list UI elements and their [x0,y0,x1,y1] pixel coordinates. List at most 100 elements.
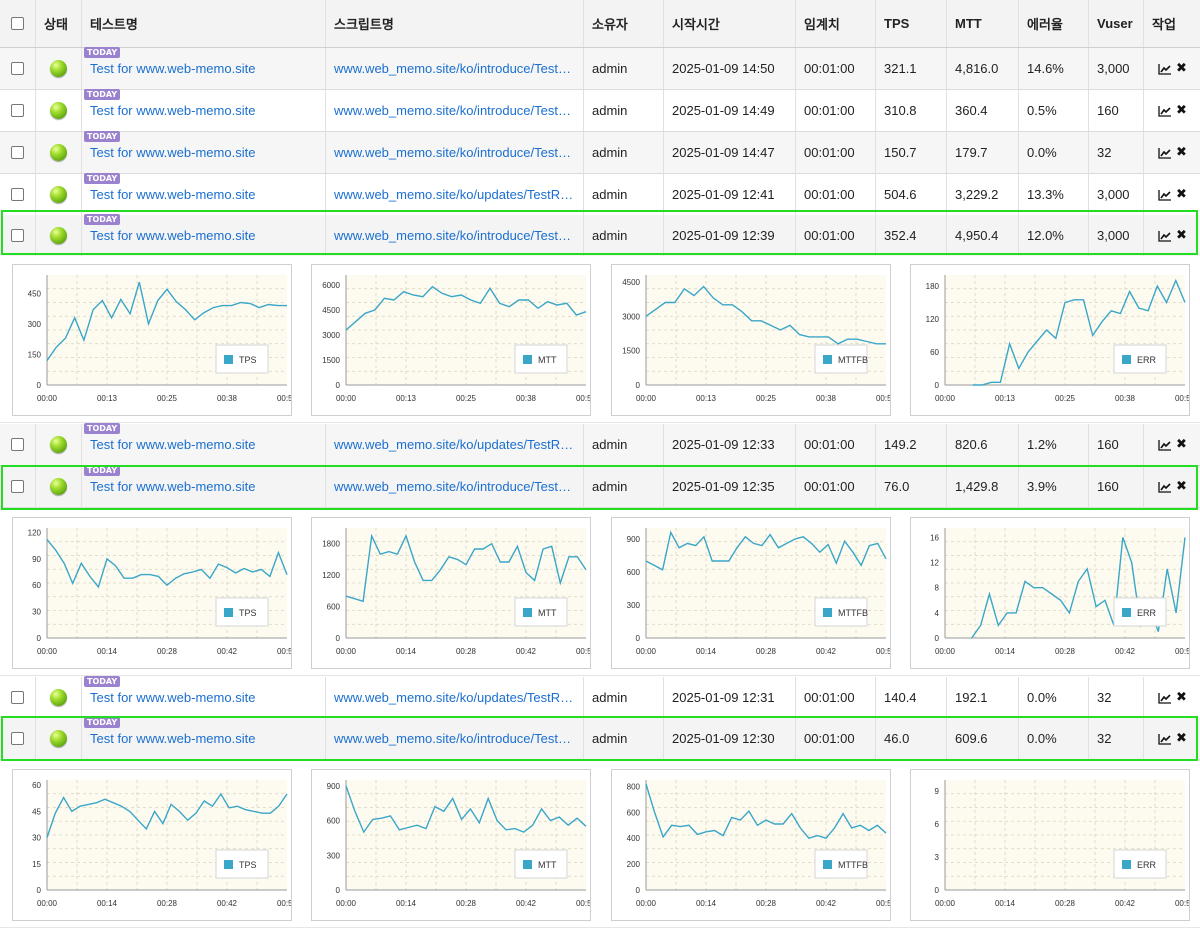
row-checkbox[interactable] [11,480,24,493]
test-name-link[interactable]: Test for www.web-memo.site [90,690,256,705]
tps-cell: 149.2 [876,424,947,465]
close-icon[interactable]: ✖ [1176,145,1187,160]
header-test-name[interactable]: 테스트명 [82,0,326,47]
header-error-rate[interactable]: 에러율 [1019,0,1089,47]
owner-cell: admin [584,215,664,256]
line-chart-icon[interactable] [1158,147,1172,159]
script-link[interactable]: www.web_memo.site/ko/introduce/TestRu... [334,228,574,243]
start-time-cell: 2025-01-09 14:47 [664,132,796,173]
close-icon[interactable]: ✖ [1176,690,1187,705]
x-tick-label: 00:25 [756,394,777,403]
line-chart-icon[interactable] [1158,63,1172,75]
close-icon[interactable]: ✖ [1176,61,1187,76]
error-rate-cell: 0.0% [1019,718,1089,759]
table-row[interactable]: TODAY Test for www.web-memo.site www.web… [0,676,1200,719]
script-cell: www.web_memo.site/ko/introduce/TestRu... [326,466,584,507]
header-threshold[interactable]: 임계치 [796,0,876,47]
row-checkbox[interactable] [11,732,24,745]
legend-label: MTT [538,608,557,618]
header-mtt[interactable]: MTT [947,0,1019,47]
test-name-link[interactable]: Test for www.web-memo.site [90,103,256,118]
close-icon[interactable]: ✖ [1176,228,1187,243]
legend-label: MTT [538,355,557,365]
legend-swatch [823,608,832,617]
header-owner[interactable]: 소유자 [584,0,664,47]
x-tick-label: 00:00 [636,899,657,908]
script-link[interactable]: www.web_memo.site/ko/introduce/TestRu... [334,731,574,746]
row-checkbox[interactable] [11,438,24,451]
header-start-time[interactable]: 시작시간 [664,0,796,47]
legend-label: ERR [1137,860,1157,870]
line-chart-icon[interactable] [1158,692,1172,704]
status-cell [36,174,82,215]
row-checkbox[interactable] [11,146,24,159]
line-chart-icon[interactable] [1158,439,1172,451]
y-tick-label: 0 [37,634,42,643]
start-time-cell: 2025-01-09 14:49 [664,90,796,131]
table-row[interactable]: TODAY Test for www.web-memo.site www.web… [0,47,1200,90]
line-chart: 0 15 30 45 60 00:00 00:14 00:28 00:42 00:56 TPS [32,780,291,908]
script-link[interactable]: www.web_memo.site/ko/updates/TestRun... [334,690,574,705]
select-all-checkbox[interactable] [11,17,24,30]
chart-legend: MTT [514,849,568,879]
script-link[interactable]: www.web_memo.site/ko/introduce/TestRu... [334,145,574,160]
x-tick-label: 00:38 [816,394,837,403]
err-chart-panel: 0 60 120 180 00:00 00:13 00:25 00:38 00:50 ERR [910,264,1190,416]
script-link[interactable]: www.web_memo.site/ko/updates/TestRun... [334,187,574,202]
test-name-link[interactable]: Test for www.web-memo.site [90,228,256,243]
x-tick-label: 00:00 [935,899,956,908]
table-row[interactable]: TODAY Test for www.web-memo.site www.web… [0,89,1200,132]
table-row[interactable]: TODAY Test for www.web-memo.site www.web… [0,717,1200,760]
line-chart-icon[interactable] [1158,733,1172,745]
green-ball-icon [50,436,67,453]
test-name-link[interactable]: Test for www.web-memo.site [90,61,256,76]
table-row[interactable]: TODAY Test for www.web-memo.site www.web… [0,465,1200,508]
x-tick-label: 00:28 [1055,899,1076,908]
close-icon[interactable]: ✖ [1176,103,1187,118]
test-name-link[interactable]: Test for www.web-memo.site [90,479,256,494]
test-name-link[interactable]: Test for www.web-memo.site [90,731,256,746]
close-icon[interactable]: ✖ [1176,437,1187,452]
line-chart-icon[interactable] [1158,230,1172,242]
legend-swatch [523,860,532,869]
table-row[interactable]: TODAY Test for www.web-memo.site www.web… [0,423,1200,466]
test-name-link[interactable]: Test for www.web-memo.site [90,145,256,160]
line-chart-icon[interactable] [1158,189,1172,201]
script-link[interactable]: www.web_memo.site/ko/introduce/TestRu... [334,103,574,118]
table-row[interactable]: TODAY Test for www.web-memo.site www.web… [0,131,1200,174]
row-checkbox[interactable] [11,691,24,704]
line-chart-icon[interactable] [1158,481,1172,493]
x-tick-label: 00:00 [935,394,956,403]
row-checkbox[interactable] [11,188,24,201]
table-row[interactable]: TODAY Test for www.web-memo.site www.web… [0,214,1200,257]
script-link[interactable]: www.web_memo.site/ko/introduce/TestRu... [334,479,574,494]
y-tick-label: 1800 [322,540,340,549]
header-vuser[interactable]: Vuser [1089,0,1144,47]
green-ball-icon [50,689,67,706]
close-icon[interactable]: ✖ [1176,187,1187,202]
close-icon[interactable]: ✖ [1176,731,1187,746]
header-status[interactable]: 상태 [36,0,82,47]
green-ball-icon [50,144,67,161]
legend-label: MTT [538,860,557,870]
x-tick-label: 00:14 [396,647,417,656]
test-name-link[interactable]: Test for www.web-memo.site [90,437,256,452]
close-icon[interactable]: ✖ [1176,479,1187,494]
x-tick-label: 00:14 [995,647,1016,656]
test-name-link[interactable]: Test for www.web-memo.site [90,187,256,202]
mtt-chart-panel: 0 1500 3000 4500 6000 00:00 00:13 00:25 00:38 00:… [311,264,591,416]
start-time-cell: 2025-01-09 12:33 [664,424,796,465]
header-script-name[interactable]: 스크립트명 [326,0,584,47]
script-link[interactable]: www.web_memo.site/ko/introduce/TestRu... [334,61,574,76]
row-checkbox[interactable] [11,229,24,242]
script-link[interactable]: www.web_memo.site/ko/updates/TestRun... [334,437,574,452]
y-tick-label: 4500 [622,278,640,287]
line-chart-icon[interactable] [1158,105,1172,117]
x-tick-label: 00:56 [277,899,291,908]
mtt-cell: 820.6 [947,424,1019,465]
row-checkbox[interactable] [11,62,24,75]
header-tps[interactable]: TPS [876,0,947,47]
line-chart: 0 4 8 12 16 00:00 00:14 00:28 00:42 00:56 ERR [930,528,1189,656]
row-checkbox[interactable] [11,104,24,117]
table-row[interactable]: TODAY Test for www.web-memo.site www.web… [0,173,1200,216]
